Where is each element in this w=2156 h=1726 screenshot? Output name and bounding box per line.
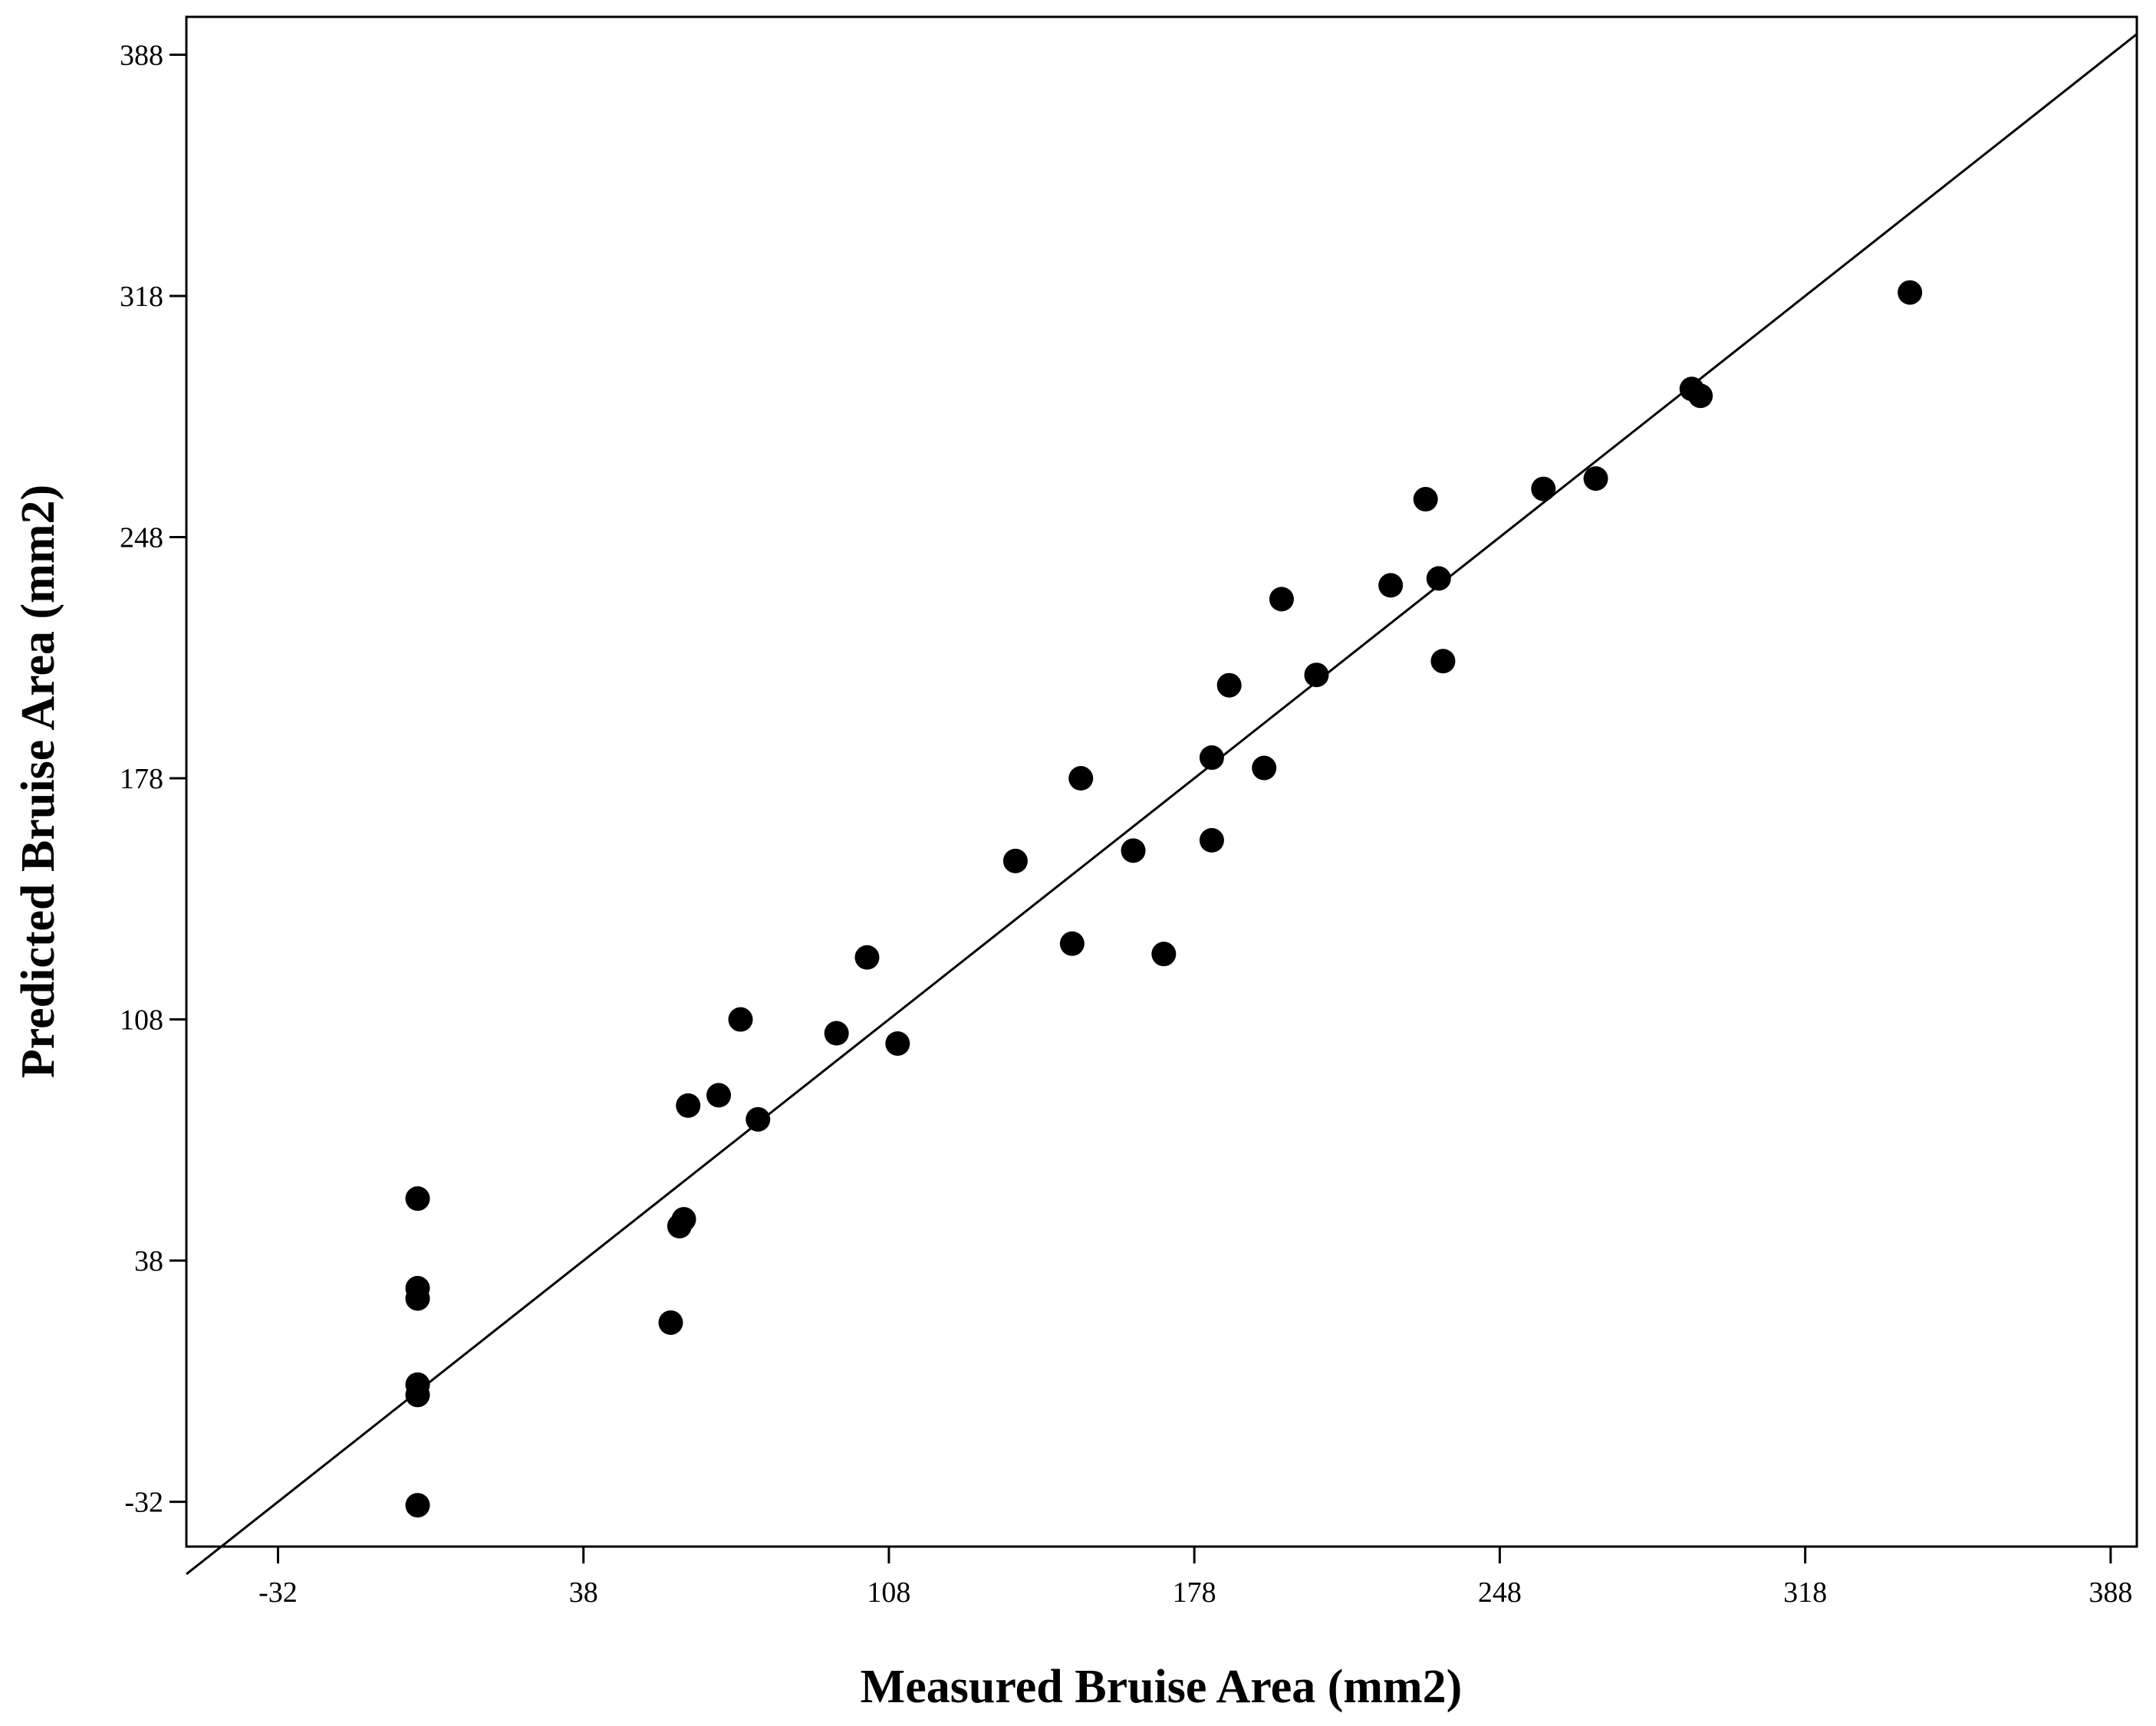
data-point (1531, 476, 1556, 501)
data-point (854, 945, 880, 970)
x-tick-label: 318 (1783, 1576, 1827, 1609)
data-point (885, 1031, 910, 1056)
data-point (706, 1083, 732, 1108)
fit-line (186, 33, 2138, 1576)
y-tick-label: 248 (120, 521, 163, 554)
data-point (1199, 827, 1224, 853)
data-point (1002, 848, 1028, 873)
data-point (1378, 573, 1404, 598)
y-axis-title: Predicted Bruise Area (mm2) (12, 485, 64, 1078)
data-point (824, 1021, 849, 1046)
data-point (1151, 942, 1177, 967)
data-point (1304, 662, 1329, 688)
y-axis-ticks: -32 38 108 178 248 318 388 (120, 39, 186, 1519)
data-point (405, 1493, 430, 1518)
x-tick-label: 248 (1478, 1576, 1522, 1609)
data-point (746, 1106, 771, 1132)
data-point (1199, 745, 1224, 771)
y-tick-label: 318 (120, 281, 163, 313)
y-tick-label: 108 (120, 1004, 163, 1037)
data-point (405, 1382, 430, 1408)
x-axis-ticks: -32 38 108 178 248 318 388 (258, 1547, 2132, 1609)
data-point (1252, 755, 1277, 781)
data-point (1430, 649, 1456, 674)
data-point (1898, 280, 1923, 305)
data-point (1068, 766, 1094, 791)
y-tick-label: -32 (124, 1487, 163, 1519)
data-point (1426, 566, 1451, 591)
plot-frame (185, 15, 2138, 1548)
x-tick-label: 38 (569, 1576, 598, 1609)
data-point (405, 1186, 430, 1211)
data-point (671, 1207, 696, 1232)
data-point (405, 1286, 430, 1311)
y-tick-label: 178 (120, 763, 163, 795)
x-axis-title: Measured Bruise Area (mm2) (861, 1661, 1463, 1713)
x-tick-label: -32 (258, 1576, 298, 1609)
data-point (1413, 487, 1438, 512)
data-point (1583, 466, 1608, 491)
data-point (1059, 931, 1085, 956)
x-tick-label: 108 (867, 1576, 910, 1609)
data-point (1688, 383, 1713, 409)
data-point (676, 1093, 701, 1118)
data-point (658, 1310, 683, 1335)
y-tick-label: 38 (134, 1245, 163, 1277)
x-tick-label: 178 (1173, 1576, 1216, 1609)
data-point (1216, 672, 1242, 698)
y-tick-label: 388 (120, 39, 163, 71)
data-point (1269, 587, 1294, 612)
x-tick-label: 388 (2089, 1576, 2132, 1609)
fit-line-layer (186, 33, 2138, 1576)
data-point (728, 1007, 753, 1032)
data-point (1121, 838, 1146, 863)
points-layer (405, 280, 1923, 1518)
